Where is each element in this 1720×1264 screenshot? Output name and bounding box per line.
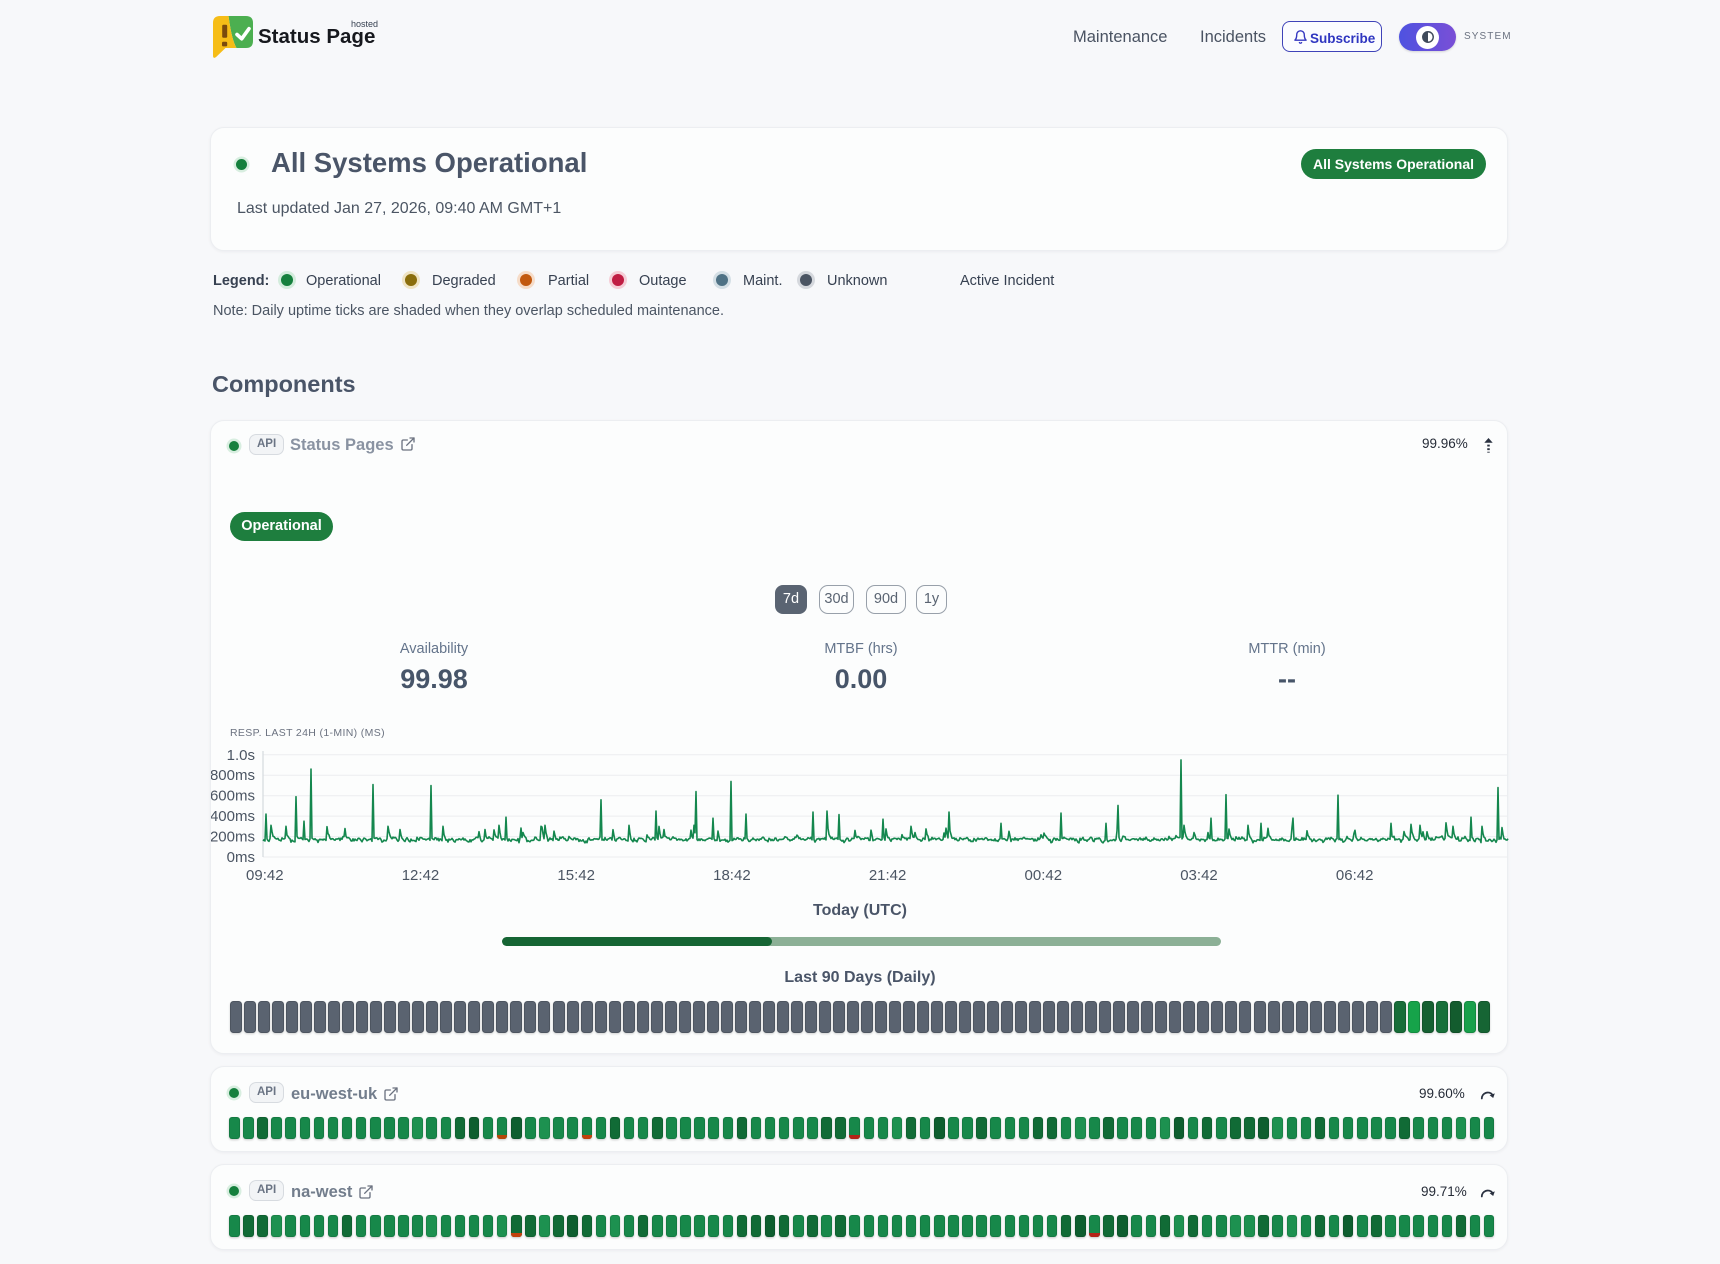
svg-text:400ms: 400ms (211, 808, 255, 825)
svg-text:12:42: 12:42 (402, 867, 440, 884)
svg-text:18:42: 18:42 (713, 867, 751, 884)
svg-text:15:42: 15:42 (557, 867, 595, 884)
svg-text:1.0s: 1.0s (227, 747, 255, 764)
svg-text:06:42: 06:42 (1336, 867, 1374, 884)
svg-text:600ms: 600ms (211, 788, 255, 805)
svg-text:03:42: 03:42 (1180, 867, 1218, 884)
svg-text:21:42: 21:42 (869, 867, 907, 884)
svg-text:00:42: 00:42 (1025, 867, 1063, 884)
svg-text:0ms: 0ms (227, 849, 255, 866)
svg-text:200ms: 200ms (211, 829, 255, 846)
svg-text:09:42: 09:42 (246, 867, 284, 884)
svg-text:800ms: 800ms (211, 767, 255, 784)
